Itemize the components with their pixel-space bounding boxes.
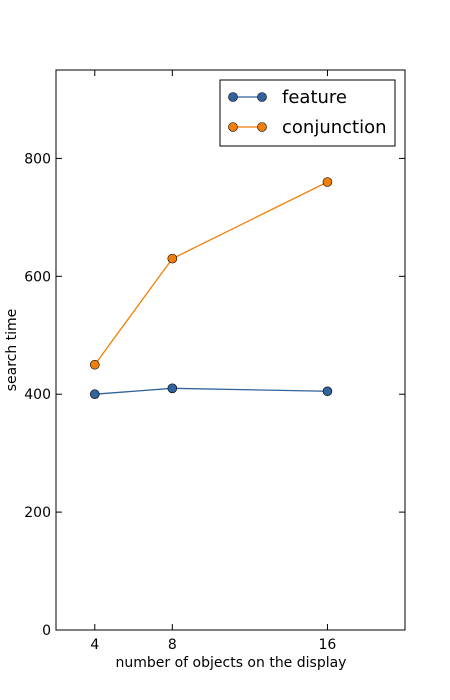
data-point-conjunction	[167, 253, 178, 264]
legend-item-feature: feature	[228, 87, 347, 108]
x-axis-label: number of objects on the display	[116, 655, 347, 671]
axes: 0 200 400 600 800 4 8 16	[24, 69, 406, 653]
legend-marker	[257, 122, 267, 132]
y-tick-label: 600	[24, 269, 51, 285]
x-tick-label: 4	[90, 637, 99, 653]
legend-item-conjunction: conjunction	[228, 117, 387, 138]
legend-marker	[257, 92, 267, 102]
data-point-conjunction	[322, 177, 333, 187]
x-tick-label: 16	[319, 637, 337, 653]
legend-label: conjunction	[282, 117, 387, 138]
y-tick-label: 0	[42, 623, 51, 639]
data-point-feature	[167, 383, 178, 394]
y-tick-label: 200	[24, 505, 51, 521]
series-line-conjunction	[94, 181, 328, 366]
y-tick-label: 800	[24, 151, 51, 167]
legend: feature conjunction	[219, 79, 396, 147]
legend-box	[219, 79, 396, 147]
y-tick-label: 400	[24, 387, 51, 403]
data-point-feature	[89, 389, 100, 400]
legend-marker	[228, 92, 238, 102]
y-axis-label: search time	[4, 309, 20, 392]
series-feature	[89, 383, 333, 400]
data-point-feature	[322, 386, 333, 397]
x-tick-label: 8	[168, 637, 177, 653]
series-layer	[89, 177, 333, 400]
series-line-feature	[94, 387, 328, 395]
series-conjunction	[89, 177, 333, 370]
plot-frame	[55, 69, 406, 631]
legend-label: feature	[282, 87, 347, 108]
legend-marker	[228, 122, 238, 132]
data-point-conjunction	[89, 359, 100, 370]
